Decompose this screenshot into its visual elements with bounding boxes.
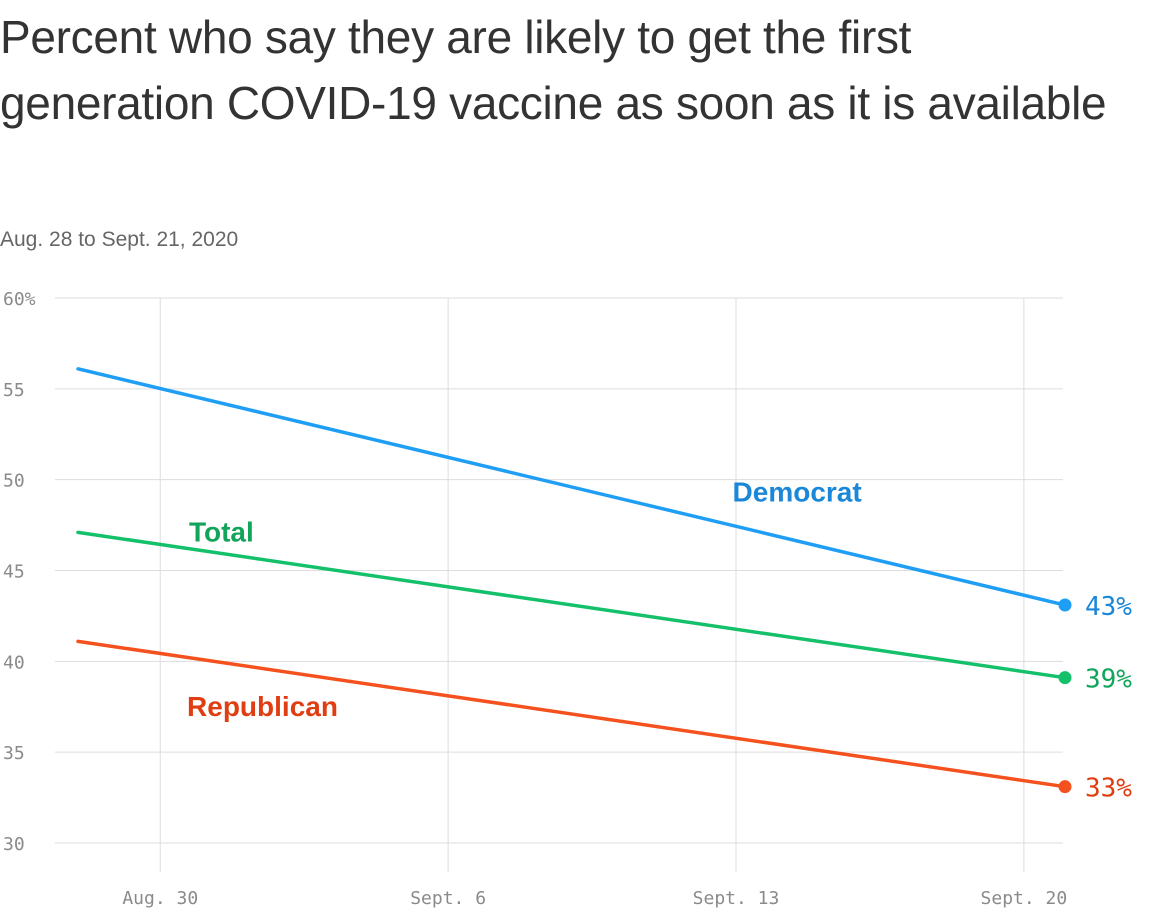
- grid: [55, 297, 1063, 872]
- republican-series-label: Republican: [187, 691, 338, 722]
- axes: 60% 55 50 45 40 35 30 Aug. 30 Sept. 6 Sept. 13 Sep…: [3, 289, 1067, 909]
- y-tick-label: 50: [3, 471, 25, 492]
- x-tick-label: Sept. 13: [693, 888, 780, 909]
- total-series-label: Total: [189, 516, 254, 547]
- democrat-line: [76, 367, 1067, 607]
- republican-line: [76, 639, 1067, 789]
- x-tick-label: Aug. 30: [122, 888, 198, 909]
- y-tick-label: 35: [3, 743, 25, 764]
- y-tick-label: 40: [3, 652, 25, 673]
- y-tick-label: 45: [3, 562, 25, 583]
- x-tick-label: Sept. 6: [410, 888, 486, 909]
- democrat-series-label: Democrat: [733, 476, 862, 507]
- y-tick-label: 30: [3, 834, 25, 855]
- republican-end-point: [1058, 780, 1072, 794]
- chart-subtitle: Aug. 28 to Sept. 21, 2020: [0, 228, 239, 251]
- x-tick-label: Sept. 20: [981, 888, 1068, 909]
- republican-end-label: 33%: [1085, 774, 1132, 804]
- series: 43% Democrat 39% Total 33% Republican: [76, 367, 1132, 804]
- total-line: [76, 530, 1067, 680]
- y-tick-label: 55: [3, 380, 25, 401]
- total-end-label: 39%: [1085, 665, 1132, 695]
- chart-title: Percent who say they are likely to get t…: [0, 11, 1107, 129]
- democrat-end-label: 43%: [1085, 592, 1132, 622]
- total-end-point: [1058, 671, 1072, 685]
- democrat-end-point: [1058, 598, 1072, 612]
- y-tick-label: 60%: [3, 289, 36, 310]
